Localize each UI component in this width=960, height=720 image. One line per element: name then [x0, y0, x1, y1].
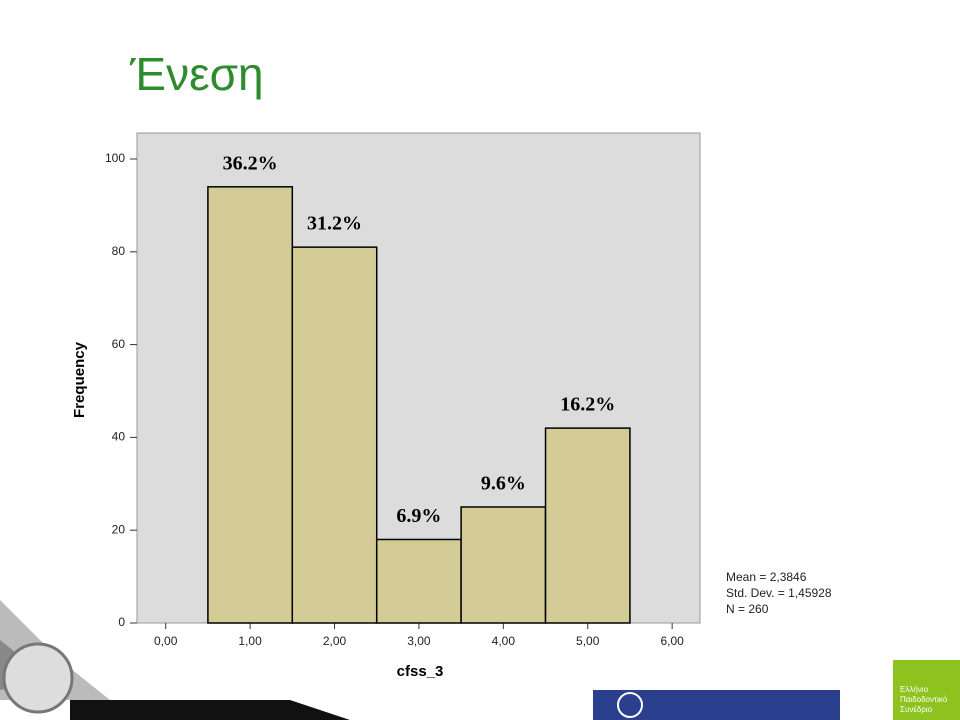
stat-text: Std. Dev. = 1,45928 [726, 586, 832, 600]
x-tick-label: 4,00 [492, 634, 516, 648]
bar [460, 506, 547, 624]
y-tick-label: 0 [118, 615, 125, 629]
bar-annotation: 6.9% [396, 505, 441, 527]
bar-annotation: 16.2% [560, 394, 615, 416]
bar-annotation: 36.2% [223, 152, 278, 174]
logo-text: Ελλήνιο [900, 685, 929, 694]
y-tick-label: 100 [105, 151, 125, 165]
emblem [2, 642, 74, 714]
x-tick-label: 3,00 [407, 634, 431, 648]
stat-text: Mean = 2,3846 [726, 570, 807, 584]
y-tick-label: 80 [112, 244, 126, 258]
logo-bar [593, 690, 840, 720]
logo [893, 660, 960, 720]
logo-text: Συνέδριο [900, 705, 933, 714]
decoration [70, 700, 350, 720]
y-axis-label: Frequency [71, 341, 88, 418]
bar [207, 186, 294, 624]
y-tick-label: 20 [112, 522, 126, 536]
y-tick-label: 60 [112, 337, 126, 351]
bar [544, 427, 631, 624]
stat-text: N = 260 [726, 602, 769, 616]
x-tick-label: 5,00 [576, 634, 600, 648]
bar [375, 538, 462, 624]
x-tick-label: 6,00 [660, 634, 684, 648]
logo-text: Παιδοδοντικό [900, 695, 948, 704]
logo-circle [617, 692, 643, 718]
bar-annotation: 31.2% [307, 213, 362, 235]
y-tick-label: 40 [112, 430, 126, 444]
x-tick-label: 0,00 [154, 634, 178, 648]
x-tick-label: 1,00 [238, 634, 262, 648]
x-tick-label: 2,00 [323, 634, 347, 648]
bar-annotation: 9.6% [481, 473, 526, 495]
bar [291, 246, 378, 624]
x-axis-label: cfss_3 [397, 663, 444, 680]
slide-title: Ένεση [129, 48, 264, 100]
